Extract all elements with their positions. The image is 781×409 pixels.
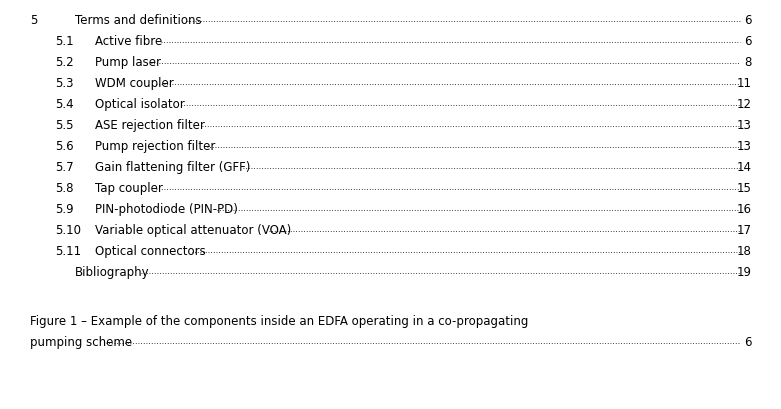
Text: 14: 14: [737, 161, 752, 173]
Text: 6: 6: [744, 335, 752, 348]
Text: Gain flattening filter (GFF): Gain flattening filter (GFF): [95, 161, 251, 173]
Text: 5.6: 5.6: [55, 139, 73, 153]
Text: Optical connectors: Optical connectors: [95, 245, 205, 257]
Text: 15: 15: [737, 182, 752, 195]
Text: Tap coupler: Tap coupler: [95, 182, 163, 195]
Text: PIN-photodiode (PIN-PD): PIN-photodiode (PIN-PD): [95, 202, 238, 216]
Text: 5.2: 5.2: [55, 56, 73, 69]
Text: WDM coupler: WDM coupler: [95, 77, 173, 90]
Text: 5.7: 5.7: [55, 161, 73, 173]
Text: Figure 1 – Example of the components inside an EDFA operating in a co-propagatin: Figure 1 – Example of the components ins…: [30, 314, 529, 327]
Text: 12: 12: [737, 98, 752, 111]
Text: 6: 6: [744, 35, 752, 48]
Text: 11: 11: [737, 77, 752, 90]
Text: Optical isolator: Optical isolator: [95, 98, 185, 111]
Text: 13: 13: [737, 119, 752, 132]
Text: 5.1: 5.1: [55, 35, 73, 48]
Text: Pump laser: Pump laser: [95, 56, 161, 69]
Text: pumping scheme: pumping scheme: [30, 335, 132, 348]
Text: 5.8: 5.8: [55, 182, 73, 195]
Text: Variable optical attenuator (VOA): Variable optical attenuator (VOA): [95, 223, 291, 236]
Text: 5.5: 5.5: [55, 119, 73, 132]
Text: ASE rejection filter: ASE rejection filter: [95, 119, 205, 132]
Text: 13: 13: [737, 139, 752, 153]
Text: 5.4: 5.4: [55, 98, 73, 111]
Text: 6: 6: [744, 14, 752, 27]
Text: Active fibre: Active fibre: [95, 35, 162, 48]
Text: Pump rejection filter: Pump rejection filter: [95, 139, 216, 153]
Text: 5.11: 5.11: [55, 245, 81, 257]
Text: 5.3: 5.3: [55, 77, 73, 90]
Text: 19: 19: [737, 265, 752, 278]
Text: 16: 16: [737, 202, 752, 216]
Text: Bibliography: Bibliography: [75, 265, 150, 278]
Text: 5.10: 5.10: [55, 223, 81, 236]
Text: 17: 17: [737, 223, 752, 236]
Text: 18: 18: [737, 245, 752, 257]
Text: 5.9: 5.9: [55, 202, 73, 216]
Text: 8: 8: [744, 56, 752, 69]
Text: 5: 5: [30, 14, 37, 27]
Text: Terms and definitions: Terms and definitions: [75, 14, 201, 27]
